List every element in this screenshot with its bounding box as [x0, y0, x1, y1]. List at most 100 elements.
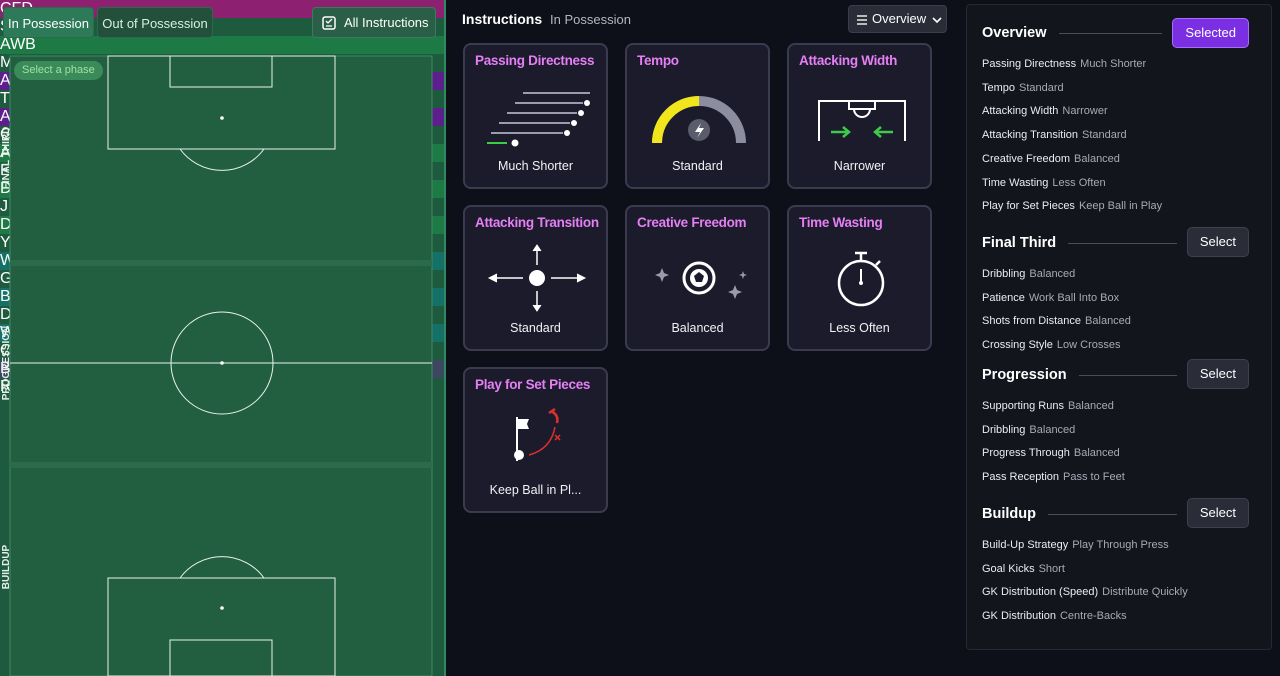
zone-label: FINAL THIRD — [1, 127, 12, 190]
card-value: Standard — [510, 321, 561, 335]
icon — [487, 244, 587, 312]
summary-item: Crossing Style Low Crosses — [982, 339, 1121, 351]
item-label: Goal Kicks — [982, 562, 1035, 575]
divider — [1079, 375, 1177, 376]
section-button[interactable]: Select — [1186, 227, 1249, 257]
item-value: Pass to Feet — [1063, 471, 1125, 484]
item-value: Work Ball Into Box — [1028, 291, 1120, 304]
tab[interactable]: Out of Possession — [97, 7, 213, 38]
pitch: FINAL THIRD PROGRESSION BUILDUP — [1, 55, 433, 676]
card-value: Keep Ball in Pl... — [489, 483, 582, 497]
zone-labels: FINAL THIRD PROGRESSION BUILDUP — [1, 127, 12, 590]
summary-item: Goal Kicks Short — [982, 563, 1065, 575]
all-instructions-button[interactable]: All Instructions — [312, 7, 436, 38]
section-title: Final Third — [982, 235, 1057, 251]
card-value: Much Shorter — [497, 159, 574, 173]
item-label: Crossing Style — [982, 339, 1053, 352]
card-value: Standard — [672, 159, 723, 173]
item-label: GK Distribution — [982, 610, 1056, 623]
item-label: Shots from Distance — [982, 315, 1082, 328]
item-value: Low Crosses — [1056, 339, 1121, 352]
summary-item: GK Distribution (Speed) Distribute Quickl… — [982, 586, 1188, 598]
instruction-card[interactable]: Creative Freedom Balanced — [625, 205, 770, 351]
label: Overview — [872, 11, 927, 26]
item-value: Centre-Backs — [1059, 610, 1127, 623]
item-value: Balanced — [1074, 152, 1120, 165]
summary-item: Tempo Standard — [982, 82, 1064, 94]
instructions-title: Instructions — [462, 11, 543, 27]
instructions-subtitle: In Possession — [550, 12, 631, 27]
view-dropdown[interactable]: Overview — [848, 5, 947, 33]
item-label: Build-Up Strategy — [982, 539, 1069, 551]
item-label: Dribbling — [982, 268, 1026, 280]
zone-divider — [10, 260, 432, 266]
instruction-card[interactable]: Play for Set Pieces Keep Ball in Pl... — [463, 367, 608, 513]
instruction-card[interactable]: Attacking Width Narrower — [787, 43, 932, 189]
instruction-card[interactable]: Tempo Standard — [625, 43, 770, 189]
summary-item: Time Wasting Less Often — [982, 177, 1106, 189]
item-label: Tempo — [982, 81, 1016, 94]
card-value: Balanced — [671, 321, 724, 335]
summary-item: Shots from Distance Balanced — [982, 315, 1131, 327]
section-button[interactable]: Select — [1186, 498, 1249, 528]
summary-item: Dribbling Balanced — [982, 424, 1075, 436]
item-label: Attacking Width — [982, 105, 1059, 118]
icon — [487, 92, 590, 147]
instruction-card[interactable]: Passing Directness Much Shorter — [463, 43, 608, 189]
summary-item: Attacking Transition Standard — [982, 129, 1127, 141]
summary-item: Build-Up Strategy Play Through Press — [982, 539, 1169, 551]
instruction-card[interactable]: Attacking Transition Standard — [463, 205, 608, 351]
card-title: Attacking Transition — [475, 215, 599, 230]
section-button[interactable]: Selected — [1172, 18, 1249, 48]
card-title: Creative Freedom — [637, 215, 747, 230]
role-pill[interactable]: AWB — [0, 36, 444, 54]
summary-item: Attacking Width Narrower — [982, 105, 1108, 117]
instruction-card[interactable]: Time Wasting Less Often — [787, 205, 932, 351]
section-title: Overview — [982, 25, 1047, 41]
icon — [655, 261, 747, 299]
summary-panel: Overview Selected Passing Directness Much S… — [966, 4, 1272, 650]
item-label: Passing Directness — [982, 58, 1077, 70]
card-value: Less Often — [829, 321, 890, 335]
divider — [1068, 243, 1177, 244]
item-label: Supporting Runs — [982, 400, 1064, 412]
item-label: Attacking Transition — [982, 129, 1078, 142]
item-value: Balanced — [1029, 423, 1076, 436]
summary-item: Passing Directness Much Shorter — [982, 58, 1146, 70]
item-value: Much Shorter — [1080, 58, 1147, 70]
tab[interactable]: In Possession — [3, 7, 94, 38]
pitch-area — [9, 55, 433, 676]
icon — [514, 407, 561, 461]
summary-item: Supporting Runs Balanced — [982, 400, 1114, 412]
item-value: Keep Ball in Play — [1078, 200, 1163, 213]
item-value: Short — [1038, 562, 1065, 575]
item-value: Narrower — [1062, 105, 1108, 118]
item-value: Less Often — [1052, 176, 1106, 189]
section-button[interactable]: Select — [1186, 359, 1249, 389]
item-value: Standard — [1082, 129, 1127, 142]
item-value: Balanced — [1085, 315, 1131, 328]
item-label: Play for Set Pieces — [982, 200, 1075, 213]
zone-label: BUILDUP — [1, 544, 12, 589]
icon — [837, 251, 885, 307]
summary-item: Creative Freedom Balanced — [982, 153, 1120, 165]
item-value: Play Through Press — [1072, 539, 1169, 551]
card-title: Tempo — [637, 53, 679, 68]
section-title: Progression — [982, 367, 1067, 383]
icon — [818, 100, 906, 141]
item-label: Pass Reception — [982, 471, 1060, 484]
card-value: Narrower — [833, 159, 886, 173]
card-title: Attacking Width — [799, 53, 898, 68]
label: All Instructions — [344, 15, 429, 30]
summary-item: Patience Work Ball Into Box — [982, 292, 1119, 304]
summary-item: Pass Reception Pass to Feet — [982, 471, 1125, 483]
item-value: Standard — [1019, 81, 1064, 94]
select-phase[interactable]: Select a phase — [14, 61, 103, 80]
item-value: Balanced — [1029, 268, 1076, 280]
zone-divider — [10, 462, 432, 468]
list-icon — [857, 15, 867, 25]
item-label: Dribbling — [982, 423, 1026, 436]
item-label: Creative Freedom — [982, 152, 1071, 165]
summary-item: Dribbling Balanced — [982, 268, 1075, 280]
